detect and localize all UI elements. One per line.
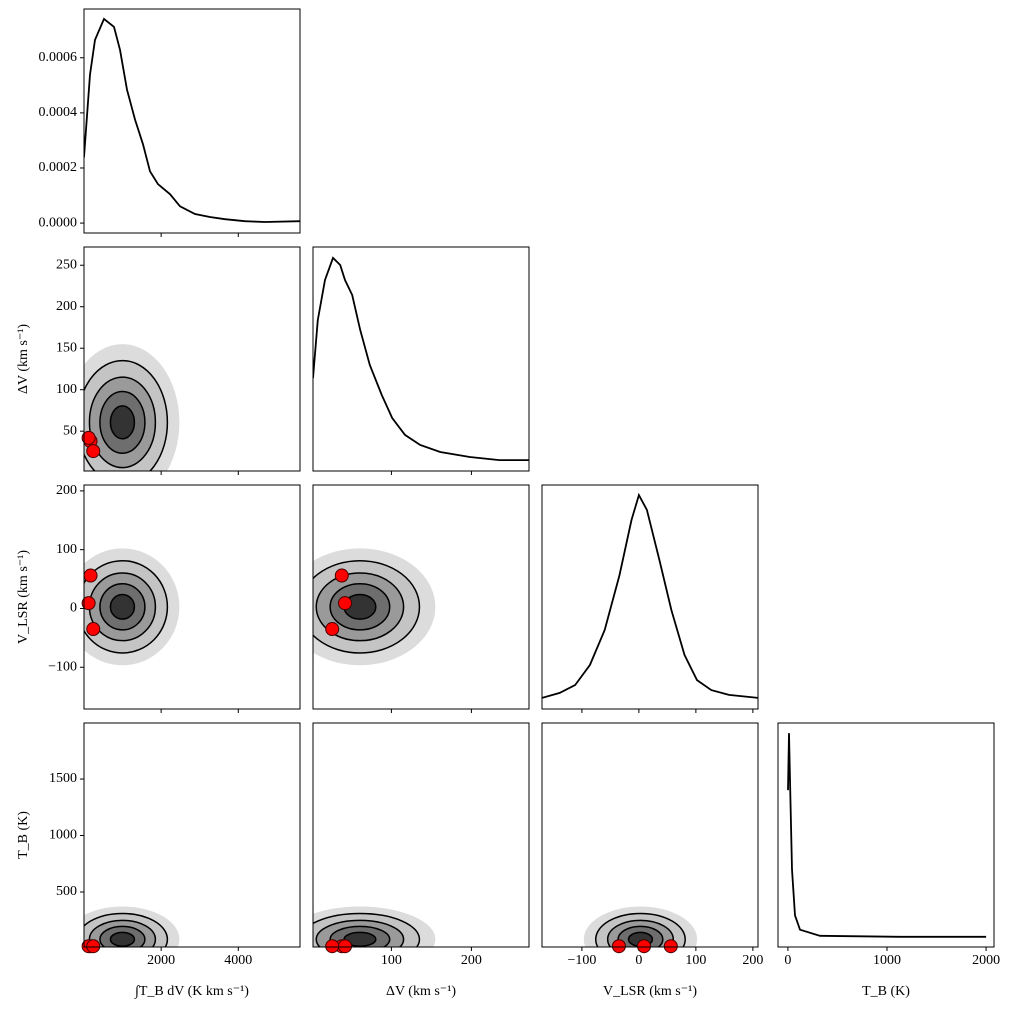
panel — [312, 246, 530, 475]
truth-point — [81, 596, 96, 611]
density-curve — [313, 256, 529, 461]
truth-point — [86, 444, 101, 459]
panel-frame — [541, 722, 759, 948]
y-tick-label: 0.0002 — [39, 160, 78, 175]
panel-frame — [541, 484, 759, 710]
truth-point — [338, 939, 352, 954]
x-tick-label: 2000 — [972, 953, 1000, 968]
y-tick-label: 200 — [56, 299, 77, 314]
x-tick-label: −100 — [567, 953, 596, 968]
y-axis-label: ΔV (km s⁻¹) — [16, 324, 31, 394]
truth-point — [83, 568, 98, 583]
truth-point — [663, 939, 678, 954]
x-tick-label: 2000 — [147, 953, 175, 968]
y-tick-label: 1000 — [49, 828, 77, 843]
panel-frame — [83, 246, 301, 472]
contours — [313, 548, 436, 666]
truth-point — [611, 939, 626, 954]
contours — [84, 906, 180, 947]
x-axis-label: V_LSR (km s⁻¹) — [603, 984, 697, 999]
y-tick-label: 100 — [56, 382, 77, 397]
panel: −100 0 100 200 — [48, 483, 301, 713]
density-curve — [787, 733, 987, 938]
truth-point — [334, 568, 349, 583]
panel — [541, 484, 759, 713]
panel-frame — [312, 722, 530, 948]
panel: 2000 4000 500 1000 1500 — [49, 722, 301, 968]
panel: 50 100 150 200 250 — [56, 246, 301, 475]
y-tick-label: −100 — [48, 659, 77, 674]
y-tick-label: 100 — [56, 542, 77, 557]
panel: 0.0000 0.0002 0.0004 0.0006 — [39, 8, 301, 237]
panel: 100 200 — [312, 722, 530, 968]
y-tick-label: 200 — [56, 483, 77, 498]
contours — [313, 906, 436, 947]
contour — [109, 405, 136, 440]
panel-frame — [83, 722, 301, 948]
truth-point — [81, 430, 96, 445]
x-tick-label: 0 — [784, 953, 791, 968]
panel — [312, 484, 530, 713]
y-tick-label: 0.0000 — [39, 215, 78, 230]
y-axis-label: V_LSR (km s⁻¹) — [16, 550, 31, 644]
truth-point — [325, 939, 340, 954]
contours — [84, 344, 180, 471]
x-tick-label: 100 — [381, 953, 402, 968]
x-tick-label: 200 — [742, 953, 763, 968]
density-curve — [542, 492, 758, 699]
panel-frame — [83, 484, 301, 710]
x-axis-label: ∫T_B dV (K km s⁻¹) — [134, 984, 249, 999]
density-curve — [84, 17, 300, 223]
y-tick-label: 250 — [56, 257, 77, 272]
contours — [84, 548, 180, 666]
x-tick-label: 100 — [685, 953, 706, 968]
y-tick-label: 500 — [56, 884, 77, 899]
truth-point — [637, 939, 652, 954]
panel-frame — [312, 484, 530, 710]
truth-point — [325, 622, 340, 637]
y-tick-label: 0 — [70, 601, 77, 616]
panel: −100 0 100 200 — [541, 722, 763, 968]
x-tick-label: 1000 — [873, 953, 901, 968]
x-tick-label: 4000 — [224, 953, 252, 968]
truth-point — [86, 622, 101, 637]
panel-frame — [777, 722, 995, 948]
y-tick-label: 0.0006 — [39, 50, 78, 65]
y-tick-label: 50 — [63, 423, 77, 438]
y-tick-label: 1500 — [49, 771, 77, 786]
panel-frame — [83, 8, 301, 234]
x-axis-label: T_B (K) — [862, 984, 910, 999]
y-axis-label: T_B (K) — [16, 811, 31, 859]
truth-point — [86, 939, 101, 954]
x-axis-label: ΔV (km s⁻¹) — [386, 984, 456, 999]
contour — [109, 593, 136, 620]
panel-frame — [312, 246, 530, 472]
truth-point — [338, 596, 352, 611]
x-tick-label: 0 — [635, 953, 642, 968]
y-tick-label: 0.0004 — [39, 105, 78, 120]
x-tick-label: 200 — [461, 953, 482, 968]
contour — [109, 931, 136, 947]
y-tick-label: 150 — [56, 340, 77, 355]
panel: 0 1000 2000 — [777, 722, 1000, 968]
contours — [583, 906, 698, 947]
